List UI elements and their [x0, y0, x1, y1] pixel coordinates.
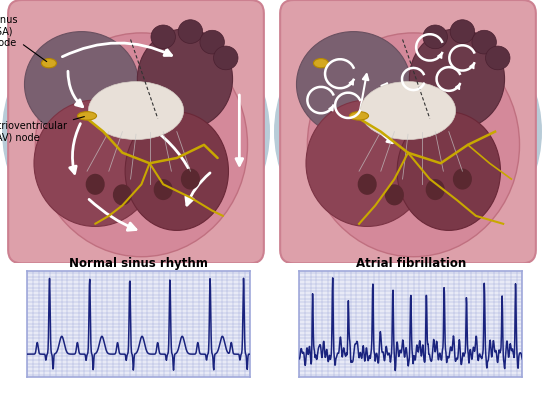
Ellipse shape — [350, 112, 369, 120]
Ellipse shape — [24, 31, 139, 137]
FancyBboxPatch shape — [8, 0, 264, 263]
Ellipse shape — [125, 112, 228, 230]
Ellipse shape — [86, 174, 105, 195]
Ellipse shape — [154, 179, 173, 200]
Ellipse shape — [313, 59, 329, 68]
Circle shape — [214, 46, 238, 70]
Ellipse shape — [34, 100, 157, 226]
Ellipse shape — [307, 33, 520, 257]
Title: Atrial fibrillation: Atrial fibrillation — [356, 257, 466, 270]
Ellipse shape — [410, 29, 505, 129]
Ellipse shape — [453, 169, 472, 189]
Circle shape — [151, 25, 176, 49]
Ellipse shape — [78, 112, 97, 120]
Circle shape — [472, 30, 497, 54]
Circle shape — [200, 30, 225, 54]
Text: Sinus
(SA)
node: Sinus (SA) node — [0, 15, 47, 62]
Ellipse shape — [306, 100, 429, 226]
Title: Normal sinus rhythm: Normal sinus rhythm — [69, 257, 208, 270]
Ellipse shape — [41, 59, 57, 68]
Ellipse shape — [137, 29, 233, 129]
Ellipse shape — [426, 179, 445, 200]
Ellipse shape — [275, 3, 541, 261]
Text: Atrioventricular
(AV) node: Atrioventricular (AV) node — [0, 117, 84, 142]
Ellipse shape — [397, 112, 500, 230]
Ellipse shape — [88, 82, 184, 140]
Ellipse shape — [3, 3, 269, 261]
Ellipse shape — [385, 184, 404, 206]
Ellipse shape — [358, 174, 376, 195]
Ellipse shape — [113, 184, 132, 206]
Circle shape — [486, 46, 510, 70]
Ellipse shape — [360, 82, 456, 140]
Ellipse shape — [35, 33, 248, 257]
Circle shape — [423, 25, 448, 49]
Ellipse shape — [181, 169, 200, 189]
Ellipse shape — [296, 31, 411, 137]
Circle shape — [450, 20, 474, 44]
FancyBboxPatch shape — [280, 0, 536, 263]
Circle shape — [178, 20, 203, 44]
